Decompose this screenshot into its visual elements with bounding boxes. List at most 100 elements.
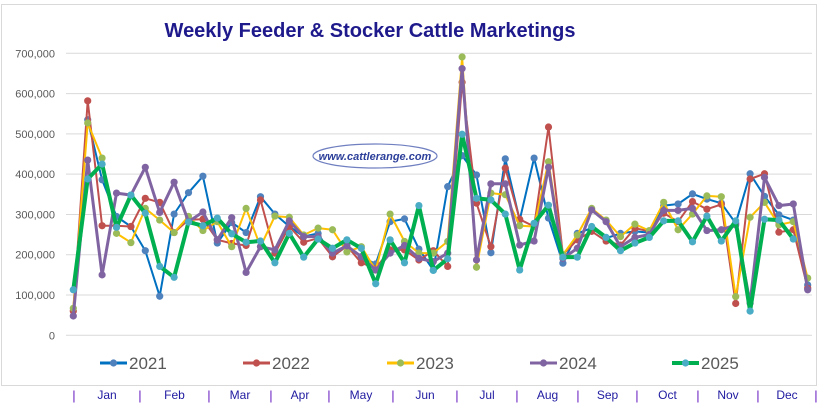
data-point: [688, 204, 697, 212]
data-point: [674, 217, 682, 225]
data-point: [242, 238, 250, 246]
data-point: [271, 259, 279, 267]
month-separator: |: [269, 388, 272, 403]
data-point: [516, 241, 524, 249]
data-point: [631, 239, 639, 247]
data-point: [141, 209, 149, 217]
data-point: [760, 215, 769, 223]
month-label: Nov: [717, 388, 738, 402]
data-point: [501, 155, 509, 163]
data-point: [314, 224, 322, 232]
y-tick-label: 300,000: [15, 209, 55, 221]
data-point: [357, 259, 365, 267]
data-point: [112, 229, 121, 237]
month-separator: |: [391, 388, 394, 403]
data-point: [127, 222, 135, 231]
chart-title: Weekly Feeder & Stocker Cattle Marketing…: [164, 20, 576, 42]
data-point: [501, 210, 509, 218]
data-point: [789, 200, 797, 208]
data-point: [674, 200, 682, 208]
data-point: [516, 222, 524, 230]
data-point: [127, 239, 135, 247]
data-point: [429, 266, 437, 275]
data-point: [400, 241, 409, 250]
data-point: [660, 198, 668, 206]
legend-item-2023: 2023: [387, 354, 454, 373]
data-point: [156, 262, 164, 271]
legend-label: 2024: [559, 354, 597, 373]
data-point: [256, 237, 265, 245]
watermark-text: www.cattlerange.com: [319, 151, 432, 163]
legend-item-2022: 2022: [243, 354, 310, 373]
data-point: [314, 235, 322, 243]
data-point: [544, 201, 553, 209]
data-point: [602, 218, 610, 226]
month-separator: |: [814, 388, 817, 403]
data-point: [213, 214, 221, 222]
data-point: [213, 236, 221, 244]
legend-item-2025: 2025: [672, 354, 739, 373]
series-line-2023: [72, 55, 809, 309]
month-separator: |: [138, 388, 141, 403]
data-point: [69, 286, 77, 294]
data-point: [746, 213, 754, 221]
data-point: [674, 226, 682, 234]
data-point: [84, 119, 92, 127]
legend-item-2024: 2024: [530, 354, 597, 373]
data-point: [472, 263, 481, 271]
series-line-2024: [71, 67, 810, 317]
data-point: [372, 280, 380, 288]
data-point: [228, 230, 236, 238]
data-point: [271, 246, 279, 254]
data-point: [84, 175, 92, 183]
data-point: [458, 65, 466, 73]
data-point: [300, 238, 308, 246]
data-point: [170, 210, 178, 218]
series-2025: [69, 130, 797, 315]
data-point: [688, 190, 697, 198]
month-label: Mar: [230, 388, 251, 402]
data-point: [674, 206, 682, 215]
data-point: [156, 292, 164, 300]
data-point: [141, 247, 149, 255]
data-point: [285, 229, 293, 237]
data-point: [472, 171, 481, 179]
data-point: [516, 266, 524, 274]
data-point: [415, 254, 423, 262]
data-point: [256, 196, 265, 204]
data-point: [717, 193, 725, 201]
data-point: [170, 273, 178, 281]
watermark-oval: [312, 143, 438, 169]
legend-marker: [539, 359, 548, 367]
data-point: [703, 226, 711, 235]
data-point: [415, 201, 423, 210]
month-separator: |: [515, 388, 518, 403]
data-point: [285, 217, 293, 225]
data-point: [184, 218, 193, 226]
data-point: [746, 175, 754, 183]
data-point: [544, 158, 553, 166]
month-separator: |: [635, 388, 638, 403]
data-point: [746, 170, 754, 178]
month-label: Jul: [479, 388, 494, 402]
data-point: [242, 228, 250, 237]
data-point: [386, 210, 394, 218]
month-separator: |: [756, 388, 759, 403]
data-point: [588, 206, 596, 214]
data-point: [631, 233, 639, 242]
data-point: [98, 222, 106, 230]
data-point: [746, 307, 754, 315]
data-point: [156, 208, 164, 217]
data-point: [530, 237, 538, 245]
data-point: [112, 223, 121, 231]
data-point: [487, 243, 495, 251]
data-point: [343, 248, 351, 256]
data-point: [271, 212, 279, 220]
month-separator: |: [207, 388, 210, 403]
data-point: [688, 197, 697, 206]
y-tick-label: 0: [49, 330, 55, 342]
month-label: Jun: [415, 388, 434, 402]
data-point: [199, 172, 207, 180]
